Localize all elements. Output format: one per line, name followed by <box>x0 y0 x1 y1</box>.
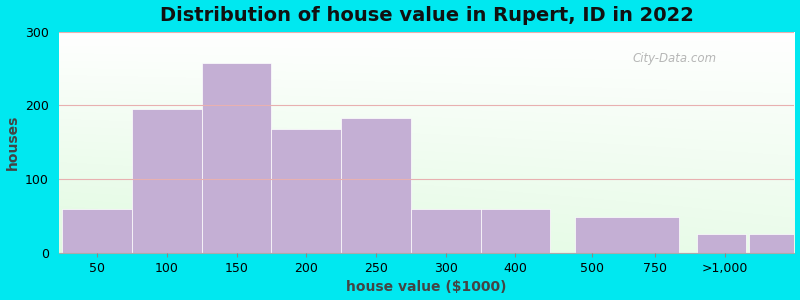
Text: City-Data.com: City-Data.com <box>633 52 717 65</box>
Bar <box>481 208 550 253</box>
Bar <box>574 218 679 253</box>
Bar <box>749 234 794 253</box>
Bar <box>341 118 411 253</box>
X-axis label: house value ($1000): house value ($1000) <box>346 280 507 294</box>
Y-axis label: houses: houses <box>6 115 19 170</box>
Bar <box>411 208 481 253</box>
Title: Distribution of house value in Rupert, ID in 2022: Distribution of house value in Rupert, I… <box>160 6 694 25</box>
Bar <box>271 129 341 253</box>
Bar <box>202 63 271 253</box>
Bar <box>132 109 202 253</box>
Bar <box>697 234 746 253</box>
Bar <box>62 208 132 253</box>
